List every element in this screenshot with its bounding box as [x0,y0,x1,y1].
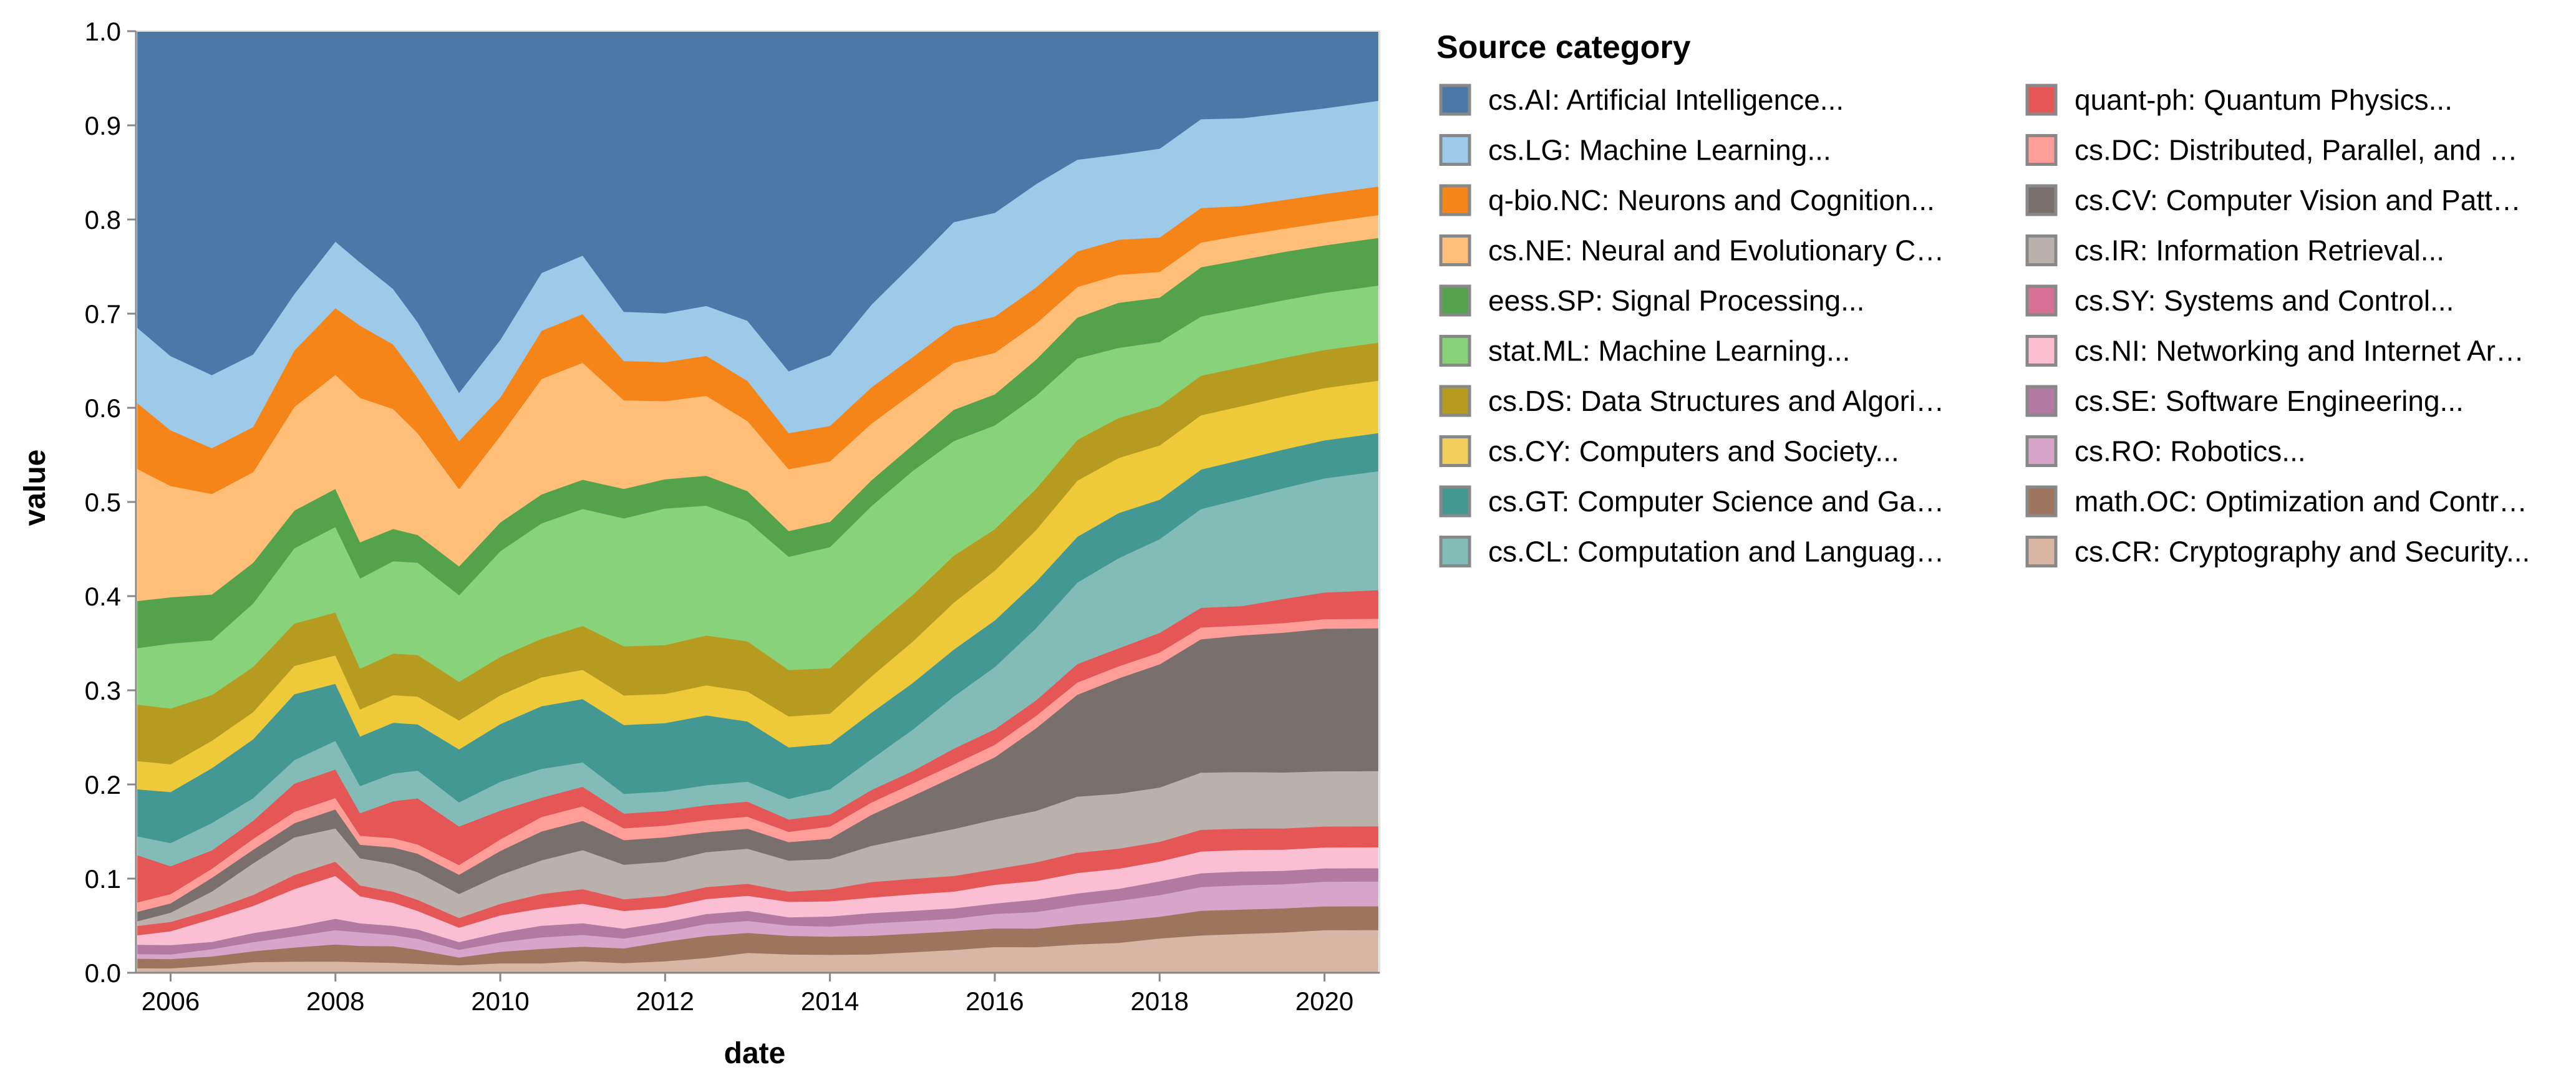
legend-label: cs.CL: Computation and Languag… [1488,536,1944,568]
legend-swatch [2025,335,2058,367]
legend-item: cs.CR: Cryptography and Security... [2025,536,2530,568]
legend-swatch [2025,485,2058,518]
legend-swatch [1439,234,1471,266]
legend-item: stat.ML: Machine Learning... [1439,335,1850,367]
legend-label: q-bio.NC: Neurons and Cognition... [1488,184,1935,216]
legend-swatch [2025,134,2058,166]
legend-swatch [1439,284,1471,317]
legend-item: cs.DC: Distributed, Parallel, and … [2025,134,2518,166]
x-axis-title: date [724,1037,786,1070]
plot-area [135,31,1380,973]
legend-label: cs.IR: Information Retrieval... [2075,234,2444,267]
legend-swatch [1439,435,1471,467]
legend-label: quant-ph: Quantum Physics... [2075,84,2453,116]
legend-item: quant-ph: Quantum Physics... [2025,84,2453,116]
y-tick-label: 0.3 [85,676,121,705]
legend-title: Source category [1436,29,1691,65]
legend: Source category cs.AI: Artificial Intell… [1436,29,2530,568]
legend-swatch [2025,184,2058,216]
legend-label: cs.NE: Neural and Evolutionary C… [1488,234,1944,267]
legend-swatch [1439,184,1471,216]
x-tick-label: 2020 [1295,986,1353,1016]
legend-items: cs.AI: Artificial Intelligence... cs.LG: … [1439,84,2530,568]
legend-item: cs.GT: Computer Science and Ga… [1439,485,1944,518]
legend-label: eess.SP: Signal Processing... [1488,284,1864,317]
legend-item: cs.LG: Machine Learning... [1439,134,1831,166]
x-tick-label: 2012 [636,986,694,1016]
y-tick-label: 0.1 [85,864,121,894]
x-tick-label: 2010 [471,986,529,1016]
y-axis-title: value [19,450,52,526]
legend-label: cs.CY: Computers and Society... [1488,435,1899,468]
legend-item: cs.SY: Systems and Control... [2025,284,2454,317]
y-tick-label: 0.9 [85,111,121,140]
legend-label: cs.RO: Robotics... [2075,435,2306,468]
x-tick-label: 2006 [142,986,200,1016]
x-tick-label: 2008 [306,986,364,1016]
legend-swatch [2025,435,2058,467]
y-tick-label: 0.7 [85,299,121,329]
legend-item: cs.AI: Artificial Intelligence... [1439,84,1844,116]
axes: 2006 2008 2010 2012 2014 2016 2018 2020 0.00.10… [19,17,1380,1070]
legend-swatch [2025,284,2058,317]
legend-item: cs.NE: Neural and Evolutionary C… [1439,234,1944,267]
legend-swatch [1439,536,1471,567]
legend-swatch [1439,485,1471,518]
legend-swatch [1439,134,1471,166]
legend-swatch [1439,84,1471,116]
legend-label: math.OC: Optimization and Contr… [2075,485,2527,518]
legend-item: cs.CY: Computers and Society... [1439,435,1899,468]
y-tick-label: 0.6 [85,393,121,423]
legend-label: cs.CV: Computer Vision and Patt… [2075,184,2521,216]
legend-item: cs.CV: Computer Vision and Patt… [2025,184,2521,216]
legend-swatch [2025,536,2058,567]
legend-swatch [2025,84,2058,116]
x-axis: 2006 2008 2010 2012 2014 2016 2018 2020 [136,972,1380,1016]
legend-label: stat.ML: Machine Learning... [1488,335,1850,367]
y-tick-label: 0.5 [85,488,121,517]
x-tick-label: 2018 [1130,986,1188,1016]
y-tick-label: 0.0 [85,958,121,988]
x-tick-label: 2016 [966,986,1024,1016]
legend-item: cs.CL: Computation and Languag… [1439,536,1944,568]
legend-item: cs.RO: Robotics... [2025,435,2306,468]
legend-label: cs.NI: Networking and Internet Ar… [2075,335,2524,367]
x-tick-label: 2014 [801,986,859,1016]
y-tick-label: 0.8 [85,205,121,234]
legend-swatch [2025,385,2058,417]
y-tick-label: 0.2 [85,770,121,799]
y-axis: 0.0 0.1 0.2 0.3 0.4 0.5 0.6 0.7 0.8 0.9 1.0 [85,17,137,988]
y-tick-label: 0.4 [85,582,121,611]
legend-label: cs.SY: Systems and Control... [2075,284,2454,317]
legend-label: cs.CR: Cryptography and Security... [2075,536,2530,568]
legend-label: cs.SE: Software Engineering... [2075,385,2464,417]
legend-label: cs.GT: Computer Science and Ga… [1488,485,1944,518]
legend-item: cs.SE: Software Engineering... [2025,385,2464,417]
legend-swatch [1439,335,1471,367]
legend-item: eess.SP: Signal Processing... [1439,284,1864,317]
legend-item: cs.NI: Networking and Internet Ar… [2025,335,2524,367]
legend-item: cs.IR: Information Retrieval... [2025,234,2444,267]
legend-label: cs.LG: Machine Learning... [1488,134,1831,166]
legend-swatch [2025,234,2058,266]
legend-label: cs.AI: Artificial Intelligence... [1488,84,1844,116]
legend-swatch [1439,385,1471,417]
legend-label: cs.DS: Data Structures and Algori… [1488,385,1944,417]
legend-item: q-bio.NC: Neurons and Cognition... [1439,184,1935,216]
legend-item: cs.DS: Data Structures and Algori… [1439,385,1944,417]
legend-label: cs.DC: Distributed, Parallel, and … [2075,134,2518,166]
legend-item: math.OC: Optimization and Contr… [2025,485,2527,518]
y-tick-label: 1.0 [85,17,121,46]
